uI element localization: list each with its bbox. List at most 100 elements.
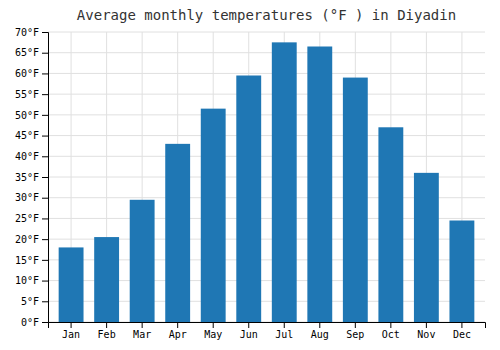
x-tick-mark [284,322,285,328]
x-axis: Jan Feb Mar Apr May Jun Jul Aug Sep Oct Nov Dec [49,322,486,340]
y-tick-mark [42,53,48,54]
grid-line [48,156,485,157]
bar [130,200,155,322]
y-tick-label: 0°F [21,317,39,328]
y-tick: 20°F [15,234,48,245]
y-tick: 5°F [21,296,48,307]
y-tick-mark [42,322,48,323]
y-tick: 70°F [15,27,48,38]
y-tick-label: 70°F [15,27,39,38]
y-tick-mark [42,32,48,33]
grid-line [48,114,485,115]
y-tick-label: 20°F [15,234,39,245]
x-tick: Nov [417,322,435,340]
x-tick-label: Jan [62,329,80,340]
y-tick-mark [42,198,48,199]
x-tick-mark [177,322,178,328]
y-tick-label: 45°F [15,130,39,141]
y-tick-label: 35°F [15,172,39,183]
y-tick: 40°F [15,151,48,162]
y-tick-mark [42,73,48,74]
y-tick-mark [42,156,48,157]
y-tick-label: 15°F [15,255,39,266]
y-tick: 65°F [15,47,48,58]
x-tick-mark [355,322,356,328]
y-tick-mark [42,115,48,116]
y-tick-mark [42,136,48,137]
y-tick: 15°F [15,255,48,266]
bar [94,237,119,322]
y-tick-mark [42,177,48,178]
x-tick-label: May [204,329,222,340]
x-tick-label: Nov [417,329,435,340]
y-tick: 60°F [15,68,48,79]
x-tick-label: Apr [169,329,187,340]
y-tick-mark [42,94,48,95]
x-tick-mark [319,322,320,328]
bar [378,127,403,322]
bar [449,221,474,323]
x-tick: Mar [133,322,151,340]
x-tick-label: Dec [453,329,471,340]
y-tick-label: 30°F [15,192,39,203]
y-tick-label: 65°F [15,47,39,58]
bar [59,247,84,322]
x-tick: Sep [346,322,364,340]
y-tick: 0°F [21,317,48,328]
grid [48,32,485,322]
x-tick-mark [142,322,143,328]
x-tick-label: Jun [240,329,258,340]
bar [201,109,226,322]
x-tick-mark [71,322,72,328]
bar [307,47,332,323]
bar [414,173,439,322]
bar [272,42,297,322]
x-tick: Oct [382,322,400,340]
y-tick-mark [42,301,48,302]
bar [165,144,190,322]
y-tick-mark [42,260,48,261]
y-tick: 55°F [15,89,48,100]
y-tick-label: 50°F [15,110,39,121]
x-tick-mark [461,322,462,328]
x-tick: Jun [240,322,258,340]
y-tick: 30°F [15,192,48,203]
x-tick-label: Oct [382,329,400,340]
grid-line [48,52,485,53]
x-tick-label: Aug [311,329,329,340]
x-tick-label: Jul [275,329,293,340]
title: Average monthly temperatures (°F ) in Di… [77,7,456,23]
y-tick: 25°F [15,213,48,224]
x-tick-mark [106,322,107,328]
grid-line [48,73,485,74]
bar [236,76,261,323]
y-tick-mark [42,239,48,240]
x-tick-mark [426,322,427,328]
grid-line [48,94,485,95]
x-tick-label: Sep [346,329,364,340]
x-tick: Feb [98,322,116,340]
x-tick-label: Feb [98,329,116,340]
x-tick: Dec [453,322,471,340]
y-tick-label: 40°F [15,151,39,162]
y-tick-mark [42,281,48,282]
y-axis-line [42,33,49,323]
x-tick: Apr [169,322,187,340]
x-tick-mark [248,322,249,328]
y-tick-label: 25°F [15,213,39,224]
chart: Jan Feb Mar Apr May Jun Jul Aug Sep Oct Nov Dec 0°F 5… [0,0,500,350]
y-tick-mark [42,218,48,219]
y-tick-label: 5°F [21,296,39,307]
y-tick-label: 55°F [15,89,39,100]
y-tick: 35°F [15,172,48,183]
x-tick-mark [213,322,214,328]
y-axis: 0°F 5°F 10°F 15°F 20°F 25°F 30°F 35°F 40°F 45°F 50… [15,27,49,328]
x-tick: Aug [311,322,329,340]
y-tick: 50°F [15,110,48,121]
x-tick: Jan [62,322,80,340]
x-tick-mark [390,322,391,328]
x-axis-line [49,323,486,329]
bars [59,42,475,322]
y-tick-label: 10°F [15,275,39,286]
x-tick: Jul [275,322,293,340]
